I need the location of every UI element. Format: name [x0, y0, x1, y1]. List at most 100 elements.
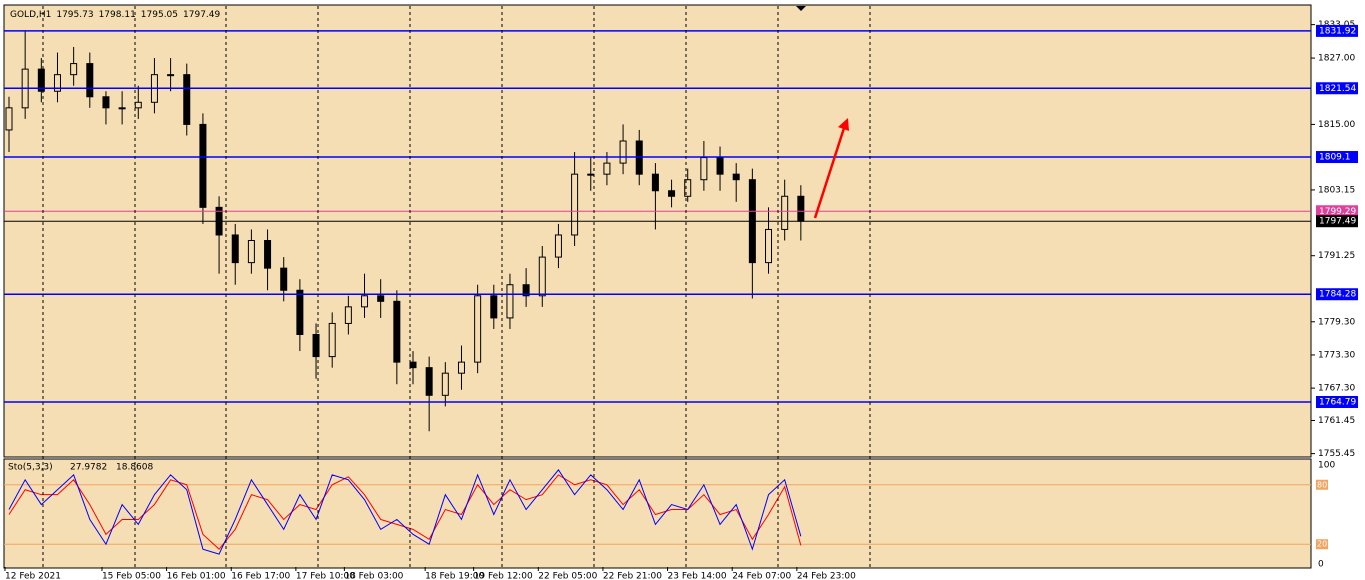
level-label: 1764.79 [1319, 397, 1356, 407]
candle-body [361, 295, 369, 308]
candle-body [619, 140, 627, 164]
candle-body [409, 361, 417, 369]
y-tick-label: 1755.45 [1318, 449, 1355, 459]
candle-body [457, 361, 465, 374]
chart-header: GOLD,H1 1795.73 1798.11 1795.05 1797.49 [10, 10, 221, 20]
header-value: 27.9782 [70, 463, 107, 473]
candle-body [167, 74, 175, 77]
symbol: GOLD,H1 [10, 10, 51, 20]
candle-body [37, 68, 45, 92]
y-tick-label: 1767.30 [1318, 384, 1355, 394]
level-label: 1797.49 [1319, 217, 1356, 227]
x-tick-label: 22 Feb 21:00 [603, 572, 662, 580]
candle-body [199, 123, 207, 208]
level-label-box [1316, 205, 1358, 218]
candle-body [522, 284, 530, 297]
candle-body [490, 295, 498, 319]
level-label: 1809.1 [1319, 153, 1351, 163]
level-label: 20 [1317, 540, 1327, 549]
header-value: 1798.11 [99, 10, 136, 20]
y-tick-label: 100 [1318, 460, 1335, 470]
price-panel [3, 4, 1312, 458]
y-tick-label: 1791.25 [1318, 251, 1355, 261]
candle-body [538, 256, 546, 297]
level-label: 1784.28 [1319, 290, 1356, 300]
candle-body [668, 190, 676, 197]
y-tick-label: 1773.30 [1318, 350, 1355, 360]
y-tick-label: 1815.00 [1318, 120, 1355, 130]
candle-body [797, 195, 805, 222]
level-label-box [1316, 82, 1358, 95]
candle-body [425, 367, 433, 396]
candle-body [716, 157, 724, 175]
level-label-box [1316, 215, 1358, 228]
candle-body [441, 372, 449, 396]
indicator-line [8, 469, 802, 555]
level-label-box [1316, 151, 1358, 164]
level-label-box [1316, 24, 1358, 37]
candle-body [393, 300, 401, 363]
forecast-arrow [813, 124, 847, 219]
candle-body [70, 63, 78, 76]
shift-marker [796, 6, 806, 11]
candle-body [587, 173, 595, 176]
candle-body [344, 306, 352, 324]
x-tick-label: 15 Feb 05:00 [102, 572, 161, 580]
candle-body [247, 240, 255, 264]
level-label-box [1316, 395, 1358, 408]
candle-body [571, 173, 579, 236]
x-tick-label: 16 Feb 01:00 [167, 572, 226, 580]
candle-body [296, 289, 304, 335]
y-tick-label: 1761.45 [1318, 416, 1355, 426]
header-value: 1797.49 [183, 10, 220, 20]
candle-body [264, 240, 272, 269]
candle-body [765, 228, 773, 264]
candle-body [603, 162, 611, 175]
x-tick-label: 16 Feb 17:00 [231, 572, 290, 580]
level-label: 80 [1317, 480, 1327, 489]
candle-body [280, 267, 288, 291]
x-tick-label: 18 Feb 19:00 [425, 572, 484, 580]
candle-body [102, 96, 110, 109]
arrow-head [838, 118, 849, 131]
x-tick-label: 23 Feb 14:00 [668, 572, 727, 580]
candle-body [474, 295, 482, 363]
header-value: 18.8608 [116, 463, 153, 473]
level-label-box [1316, 288, 1358, 301]
candle-body [328, 322, 336, 358]
x-tick-label: 19 Feb 12:00 [474, 572, 533, 580]
candle-body [86, 63, 94, 98]
candle-body [732, 173, 740, 181]
candle-body [231, 234, 239, 264]
header-value: 1795.73 [56, 10, 93, 20]
level-label: 1821.54 [1319, 84, 1356, 94]
candle-body [554, 234, 562, 258]
candle-body [700, 157, 708, 181]
x-tick-label: 18 Feb 03:00 [344, 572, 403, 580]
indicator-title: Sto(5,3,3) [8, 463, 53, 473]
level-label-box [1316, 479, 1328, 490]
candle-body [118, 107, 126, 110]
candle-body [684, 179, 692, 197]
y-tick-label: 1803.15 [1318, 185, 1355, 195]
candle-body [183, 74, 191, 125]
x-tick-label: 24 Feb 07:00 [732, 572, 791, 580]
x-tick-label: 24 Feb 23:00 [797, 572, 856, 580]
candle-body [377, 295, 385, 302]
candle-body [134, 101, 142, 109]
candle-body [5, 107, 13, 131]
level-label: 1799.29 [1319, 207, 1356, 217]
y-tick-label: 1779.30 [1318, 317, 1355, 327]
candle-body [53, 74, 61, 92]
y-tick-label: 1827.00 [1318, 54, 1355, 64]
header-value: 1795.05 [141, 10, 178, 20]
level-label: 1831.92 [1319, 26, 1356, 36]
x-tick-label: 12 Feb 2021 [5, 572, 61, 580]
y-tick-label: 0 [1318, 560, 1324, 570]
x-tick-label: 22 Feb 05:00 [538, 572, 597, 580]
candle-body [781, 195, 789, 230]
candle-body [651, 173, 659, 192]
level-label-box [1316, 539, 1328, 550]
candle-body [312, 333, 320, 358]
